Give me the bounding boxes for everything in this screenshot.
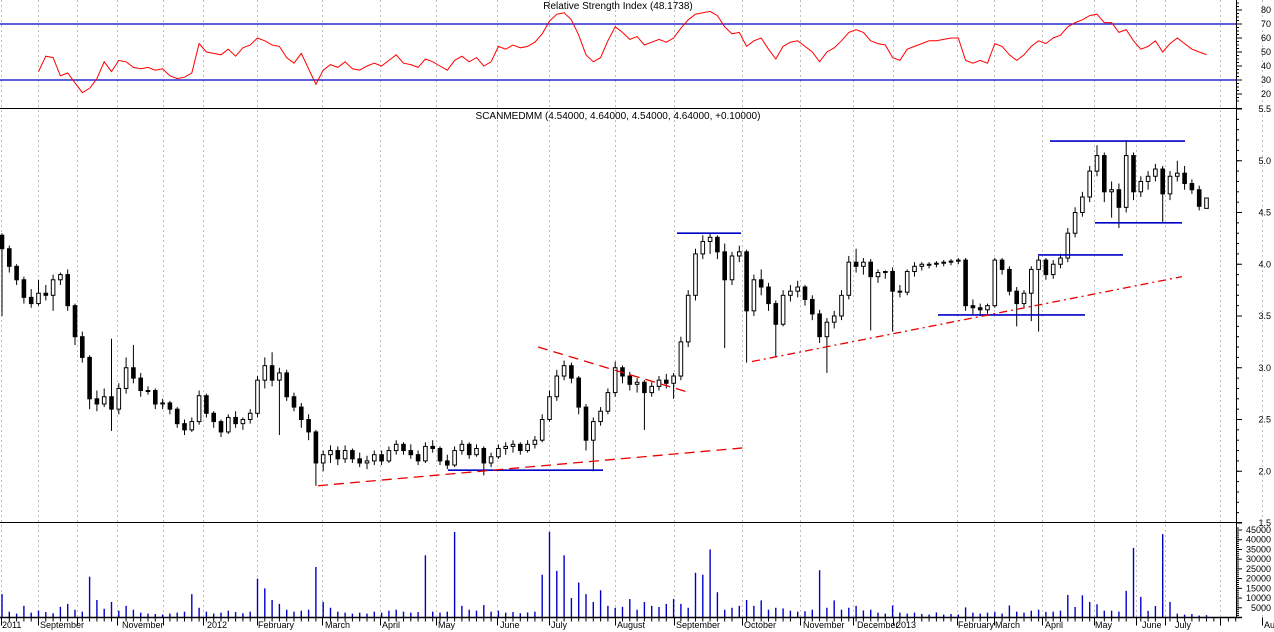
svg-text:April: April: [1045, 620, 1063, 630]
right-axis-labels: 80 70 60 50 40 30 20 5.5 5.0 4.5 4.0 3.5 3.0 2.5 2.0 1.…: [1236, 2, 1271, 617]
panel-borders: [0, 0, 1242, 619]
svg-text:80: 80: [1261, 5, 1271, 15]
svg-text:15000: 15000: [1246, 583, 1271, 593]
rsi-line: [38, 10, 1207, 94]
svg-text:September: September: [676, 620, 720, 630]
svg-text:5.0: 5.0: [1258, 156, 1271, 166]
svg-text:4.5: 4.5: [1258, 208, 1271, 218]
svg-text:5.5: 5.5: [1258, 104, 1271, 114]
svg-text:30000: 30000: [1246, 554, 1271, 564]
svg-text:November: November: [122, 620, 164, 630]
trendlines: [317, 276, 1183, 487]
svg-text:10000: 10000: [1246, 593, 1271, 603]
svg-text:70: 70: [1261, 19, 1271, 29]
svg-text:5000: 5000: [1251, 603, 1271, 613]
svg-text:June: June: [1142, 620, 1162, 630]
svg-text:1.5: 1.5: [1258, 518, 1271, 528]
svg-text:3.5: 3.5: [1258, 311, 1271, 321]
svg-text:November: November: [803, 620, 845, 630]
svg-text:3.0: 3.0: [1258, 363, 1271, 373]
svg-text:September: September: [40, 620, 84, 630]
volume-bars: [1, 531, 1208, 618]
svg-text:May: May: [1095, 620, 1113, 630]
svg-text:2.0: 2.0: [1258, 466, 1271, 476]
svg-text:October: October: [744, 620, 776, 630]
svg-text:2012: 2012: [207, 620, 227, 630]
month-gridlines: [1, 0, 1263, 618]
svg-text:May: May: [438, 620, 456, 630]
svg-text:March: March: [325, 620, 350, 630]
svg-text:2013: 2013: [896, 620, 916, 630]
candlesticks: [0, 140, 1209, 486]
svg-text:40000: 40000: [1246, 535, 1271, 545]
svg-text:30: 30: [1261, 75, 1271, 85]
svg-text:February: February: [958, 620, 995, 630]
svg-text:40: 40: [1261, 61, 1271, 71]
svg-text:25000: 25000: [1246, 564, 1271, 574]
svg-text:2.5: 2.5: [1258, 415, 1271, 425]
svg-text:4.0: 4.0: [1258, 259, 1271, 269]
svg-text:July: July: [551, 620, 568, 630]
svg-text:April: April: [382, 620, 400, 630]
svg-text:20: 20: [1261, 89, 1271, 99]
support-resistance-lines: [448, 140, 1185, 472]
svg-text:35000: 35000: [1246, 544, 1271, 554]
svg-text:December: December: [857, 620, 899, 630]
rsi-level-lines: [0, 23, 1236, 81]
svg-text:2011: 2011: [2, 620, 21, 630]
svg-text:August: August: [617, 620, 646, 630]
svg-text:Aug: Aug: [1264, 620, 1274, 630]
svg-text:20000: 20000: [1246, 574, 1271, 584]
svg-text:July: July: [1175, 620, 1192, 630]
svg-text:60: 60: [1261, 33, 1271, 43]
x-axis-labels: 2011 September November 2012 February March Ap…: [1, 617, 1274, 630]
svg-text:February: February: [258, 620, 295, 630]
svg-text:March: March: [995, 620, 1020, 630]
svg-text:June: June: [500, 620, 520, 630]
svg-text:45000: 45000: [1246, 525, 1271, 535]
svg-text:50: 50: [1261, 47, 1271, 57]
